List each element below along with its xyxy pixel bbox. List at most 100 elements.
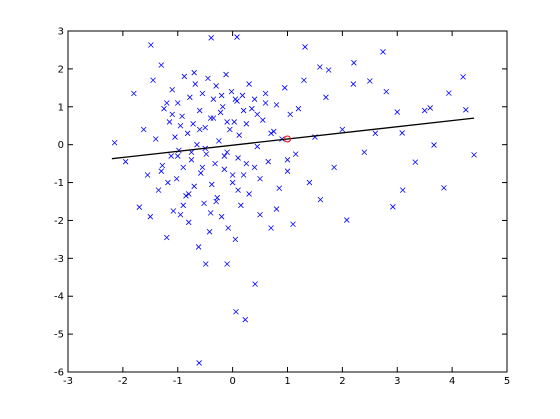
- point: [228, 88, 235, 95]
- point: [150, 77, 156, 84]
- point: [252, 281, 258, 287]
- point: [323, 94, 329, 101]
- point: [301, 77, 307, 84]
- point: [224, 119, 230, 125]
- point: [412, 159, 419, 165]
- y-tick-label: -4: [54, 292, 64, 303]
- point: [295, 105, 302, 112]
- point: [290, 221, 296, 228]
- point: [306, 179, 313, 186]
- y-tick-label: 3: [58, 27, 64, 38]
- fit-line: [111, 117, 475, 160]
- point: [212, 160, 218, 167]
- y-tick-label: -3: [54, 254, 64, 265]
- point: [234, 34, 240, 40]
- point: [243, 121, 250, 127]
- point: [111, 139, 118, 146]
- point: [136, 204, 143, 210]
- point: [224, 149, 230, 156]
- y-tick-label: -1: [54, 178, 64, 189]
- point: [351, 60, 357, 66]
- x-tick-label: 3: [394, 376, 400, 387]
- point: [169, 111, 176, 118]
- point: [262, 100, 269, 106]
- point: [192, 81, 199, 87]
- point: [460, 74, 466, 80]
- point: [199, 164, 206, 171]
- point: [229, 179, 236, 186]
- point: [229, 172, 236, 178]
- x-tick-label: -3: [63, 376, 73, 387]
- point: [172, 134, 178, 140]
- point: [214, 194, 221, 201]
- point: [159, 162, 166, 169]
- point: [239, 92, 246, 99]
- point: [235, 155, 241, 161]
- point: [380, 49, 386, 55]
- point: [431, 142, 437, 148]
- point: [122, 158, 129, 165]
- y-tick-label: 0: [58, 140, 64, 151]
- point: [177, 211, 184, 218]
- point: [249, 105, 255, 112]
- point: [158, 62, 165, 68]
- point: [219, 103, 226, 110]
- point: [177, 122, 184, 129]
- point: [233, 308, 239, 315]
- point: [155, 187, 162, 193]
- point: [260, 117, 266, 123]
- point: [191, 183, 197, 190]
- point: [427, 105, 433, 111]
- point: [213, 83, 219, 89]
- point: [238, 202, 244, 209]
- x-tick-label: -1: [173, 376, 183, 387]
- point: [188, 157, 195, 163]
- point: [191, 69, 197, 76]
- plot-area: [67, 30, 508, 373]
- point: [463, 107, 469, 113]
- point: [331, 164, 337, 171]
- point: [224, 261, 230, 267]
- point: [180, 202, 187, 209]
- point: [216, 138, 222, 144]
- point: [236, 132, 242, 138]
- point: [372, 130, 379, 137]
- point: [195, 244, 202, 250]
- x-tick-label: -2: [118, 376, 128, 387]
- point: [210, 115, 217, 121]
- point: [471, 152, 477, 158]
- point: [361, 149, 368, 156]
- point: [166, 119, 173, 125]
- point: [246, 191, 252, 197]
- point: [302, 44, 308, 50]
- point: [270, 128, 277, 135]
- x-tick-label: 0: [229, 376, 235, 387]
- point: [217, 109, 224, 116]
- point: [251, 164, 258, 171]
- point: [257, 175, 263, 182]
- point: [446, 90, 452, 96]
- x-tick-label: 2: [339, 376, 345, 387]
- point: [265, 158, 272, 165]
- point: [284, 135, 291, 143]
- point: [201, 200, 207, 207]
- point: [246, 81, 252, 87]
- x-tick-label: 5: [504, 376, 510, 387]
- point: [394, 109, 401, 115]
- point: [273, 206, 280, 212]
- point: [281, 85, 288, 91]
- point: [210, 96, 217, 102]
- point: [399, 187, 406, 193]
- point: [174, 153, 181, 159]
- point: [213, 198, 219, 205]
- point: [441, 185, 447, 191]
- point: [207, 210, 214, 216]
- point: [194, 141, 200, 148]
- point: [284, 157, 291, 163]
- point: [184, 130, 191, 137]
- point: [185, 219, 192, 226]
- point: [287, 111, 294, 118]
- point: [221, 153, 228, 159]
- point: [257, 211, 263, 218]
